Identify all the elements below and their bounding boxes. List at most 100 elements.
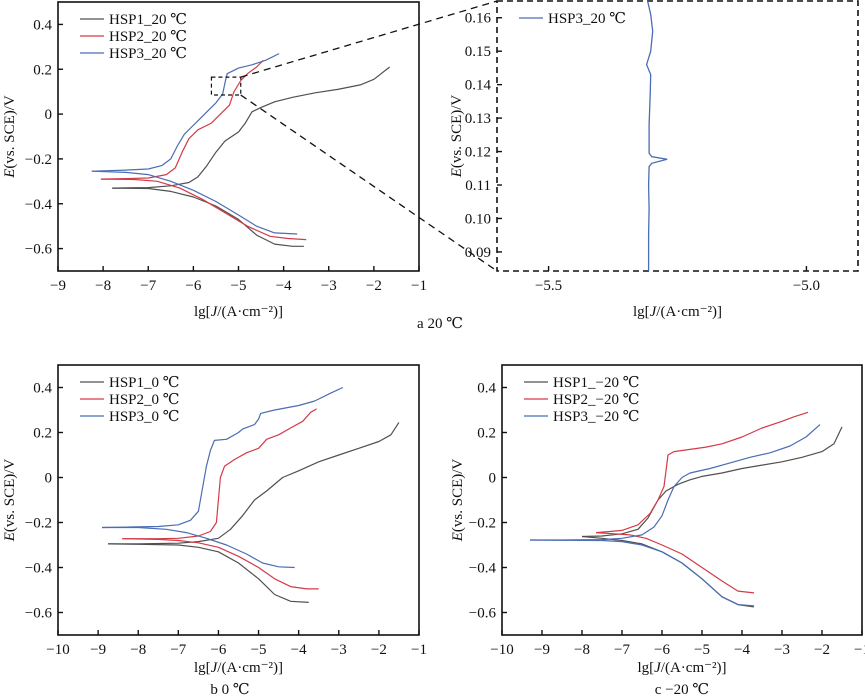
x-tick-label: −4 <box>734 642 750 658</box>
y-tick-label: −0.6 <box>25 606 53 622</box>
x-tick-label: −6 <box>210 642 226 658</box>
x-tick-label: −9 <box>534 642 550 658</box>
x-tick-label: −2 <box>814 642 830 658</box>
plot-frame <box>496 0 859 272</box>
x-tick-label: −4 <box>291 642 307 658</box>
panel-b-0c: −10 −9 −8 −7 −6 −5 −4 −3 −2 −1 0.4 0.2 0 −0.2 −0.4 −0.6… <box>2 364 427 698</box>
series-anodic-branch <box>112 66 391 189</box>
series-anodic-branch <box>100 59 264 180</box>
y-axis-label-part: (vs. SCE)/V <box>2 95 18 169</box>
zoom-region-box <box>210 76 242 96</box>
y-axis-label-part: (vs. SCE)/V <box>450 459 466 533</box>
series-cathodic-branch <box>100 178 307 241</box>
x-axis-label-part: lg[ <box>194 660 211 676</box>
x-axis-label-italic: J <box>650 304 658 320</box>
y-tick-label: 0.4 <box>33 381 52 397</box>
y-tick-label: 0.15 <box>465 44 491 60</box>
x-tick-label: −3 <box>331 642 347 658</box>
y-tick-label: 0.2 <box>33 62 52 78</box>
y-tick-label: 0 <box>45 107 53 123</box>
legend-label: HSP1_20 ℃ <box>109 12 187 28</box>
plot-frame <box>57 364 420 636</box>
x-axis-label-part: /(A·cm⁻²)] <box>217 304 283 320</box>
x-tick-label: −8 <box>574 642 590 658</box>
x-axis-label: lg[J/(A·cm⁻²)] <box>633 304 722 320</box>
y-tick-label: −0.2 <box>25 152 52 168</box>
x-tick-label: −10 <box>490 642 513 658</box>
panel-caption: a 20 ℃ <box>417 316 463 332</box>
series-hsp2 <box>100 59 307 241</box>
y-tick-label: −0.2 <box>25 516 52 532</box>
x-axis-label-part: lg[ <box>633 304 650 320</box>
series-hsp3 <box>102 386 344 569</box>
y-axis-label-italic: E <box>2 532 18 542</box>
x-axis-label-italic: J <box>211 660 219 676</box>
x-tick-label: −9 <box>90 642 106 658</box>
legend-label: HSP2_−20 ℃ <box>553 392 640 408</box>
y-tick-label: 0.4 <box>33 17 52 33</box>
y-tick-label: 0.13 <box>465 111 491 127</box>
x-tick-label: −9 <box>50 278 66 294</box>
legend-label: HSP3_20 ℃ <box>548 11 626 27</box>
x-axis-label-part: /(A·cm⁻²)] <box>656 304 722 320</box>
y-tick-label: −0.6 <box>469 606 497 622</box>
panel-a-20c: −9 −8 −7 −6 −5 −4 −3 −2 −1 0.4 0.2 0 −0.2 −0.4 −0.6 lg[… <box>2 1 463 332</box>
series-anodic-branch <box>102 386 344 529</box>
x-tick-label: −3 <box>321 278 337 294</box>
panel-a-inset-zoom: −5.5 −5.0 0.16 0.15 0.14 0.13 0.12 0.11 0.10 0.09… <box>449 0 859 320</box>
zoom-connector-lines <box>240 0 498 272</box>
zoom-connector-bottom <box>240 94 498 272</box>
x-axis-label-part: lg[ <box>194 304 211 320</box>
x-tick-label: −1 <box>411 278 427 294</box>
series-cathodic-branch <box>102 526 295 569</box>
legend-label: HSP1_−20 ℃ <box>553 375 640 391</box>
series-hsp1 <box>581 426 843 608</box>
series-hsp1 <box>112 66 391 247</box>
series-line <box>645 1 668 271</box>
y-axis-label-part: (vs. SCE)/V <box>449 95 465 169</box>
series-hsp3 <box>645 1 668 271</box>
series-anodic-branch <box>108 422 400 545</box>
x-tick-label: −3 <box>774 642 790 658</box>
series-cathodic-branch <box>122 538 319 590</box>
legend-label: HSP3_20 ℃ <box>109 46 187 62</box>
zoom-connector-top <box>240 0 498 78</box>
y-tick-label: −0.2 <box>469 516 496 532</box>
y-tick-label: 0 <box>45 471 53 487</box>
y-tick-label: 0 <box>489 471 497 487</box>
x-axis-label-italic: J <box>654 660 662 676</box>
x-tick-label: −8 <box>130 642 146 658</box>
y-tick-label: 0.4 <box>477 381 496 397</box>
y-tick-label: 0.12 <box>465 145 491 161</box>
y-tick-label: 0.10 <box>465 211 491 227</box>
x-axis-label: lg[J/(A·cm⁻²)] <box>194 304 283 320</box>
series-anodic-branch <box>530 424 821 541</box>
series-cathodic-branch <box>108 543 309 603</box>
y-tick-label: 0.16 <box>465 11 492 27</box>
y-tick-label: −0.4 <box>25 561 53 577</box>
x-tick-label: −5 <box>694 642 710 658</box>
legend-label: HSP2_20 ℃ <box>109 29 187 45</box>
y-axis-label: E(vs. SCE)/V <box>449 95 465 179</box>
series-anodic-branch <box>122 408 317 540</box>
x-axis-label: lg[J/(A·cm⁻²)] <box>637 660 726 676</box>
x-tick-label: −7 <box>140 278 156 294</box>
series-cathodic-branch <box>595 532 755 594</box>
x-axis-label-part: /(A·cm⁻²)] <box>217 660 283 676</box>
series-anodic-branch <box>595 411 809 534</box>
legend-label: HSP2_0 ℃ <box>109 392 180 408</box>
x-tick-label: −6 <box>185 278 201 294</box>
y-tick-label: 0.14 <box>465 78 492 94</box>
series-hsp2 <box>595 411 809 594</box>
x-tick-label: −6 <box>654 642 670 658</box>
series-anodic-branch <box>91 53 280 172</box>
legend-label: HSP1_0 ℃ <box>109 375 180 391</box>
x-axis-label-part: /(A·cm⁻²)] <box>661 660 727 676</box>
y-axis-label: E(vs. SCE)/V <box>2 459 18 543</box>
x-tick-label: −10 <box>46 642 69 658</box>
series-hsp2 <box>122 408 319 590</box>
y-axis-label: E(vs. SCE)/V <box>2 95 18 179</box>
y-tick-label: −0.6 <box>25 242 53 258</box>
panel-c-minus20c: −10 −9 −8 −7 −6 −5 −4 −3 −2 −1 0.4 0.2 0 −0.2 −0.4 −0.6… <box>450 364 865 698</box>
y-tick-label: −0.4 <box>469 561 497 577</box>
